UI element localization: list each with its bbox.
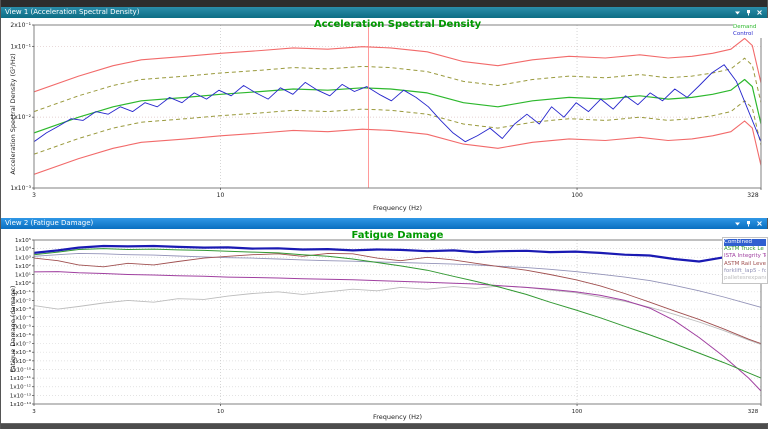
y-tick-label: 1x10⁻³ (10, 185, 31, 192)
legend-item-combined[interactable]: Combined (724, 239, 766, 247)
y-tick-label: 1x10⁻⁶ (12, 332, 32, 339)
x-tick-label: 3 (32, 192, 36, 199)
pin-icon[interactable] (745, 220, 752, 227)
view1-controls (734, 9, 763, 16)
y-tick-label: 1x10⁻¹ (10, 43, 31, 50)
x-tick-label: 3 (32, 409, 36, 415)
y-tick-label: 1x10² (15, 263, 31, 270)
y-tick-label: 1x10⁵ (15, 237, 31, 244)
series-palletesrexpand (34, 285, 761, 345)
y-tick-label: 1x10⁻² (12, 297, 31, 304)
x-tick-label: 100 (571, 192, 583, 199)
series-combined (34, 244, 761, 272)
window-top-strip (1, 0, 767, 7)
menu-arrow-icon[interactable] (734, 9, 741, 16)
x-tick-label: 10 (217, 192, 225, 199)
y-tick-label: 2x10⁻¹ (10, 22, 31, 29)
asd-plot-canvas[interactable]: 2x10⁻¹ 1x10⁻¹ 1x10⁻² 1x10⁻³3 10 100 328 (1, 18, 768, 218)
y-tick-label: 1x10⁻¹² (10, 384, 31, 391)
view2-titlebar[interactable]: View 2 (Fatigue Damage) (1, 218, 767, 229)
series-demand (34, 78, 761, 134)
plot-border (33, 239, 762, 405)
view1-titlebar[interactable]: View 1 (Acceleration Spectral Density) (1, 7, 767, 18)
fatigue-chart-panel: 1x10⁵ 1x10⁴ 1x10³ 1x10² 1x10¹ 1x10⁰ 1x10⁻¹ 1x10… (1, 229, 768, 423)
series-astm-truck-level (34, 248, 761, 379)
y-tick-label: 1x10⁻¹¹ (10, 375, 31, 382)
series-upperabort (34, 37, 761, 93)
legend-item-demand[interactable]: Demand (733, 24, 757, 30)
y-tick-label: 1x10⁻¹ (12, 289, 31, 296)
asd-legend: Demand Control (733, 24, 767, 38)
series-lowertolerance (34, 100, 761, 155)
y-tick-label: 1x10⁻² (10, 114, 31, 121)
y-tick-label: 1x10⁴ (15, 246, 32, 253)
y-tick-label: 1x10⁻⁸ (12, 349, 32, 356)
series-uppertolerance (34, 57, 761, 113)
y-tick-label: 1x10⁻⁴ (12, 315, 32, 322)
x-tick-label: 10 (217, 409, 224, 415)
y-tick-label: 1x10⁻¹³ (10, 392, 31, 399)
legend-item-control[interactable]: Control (733, 31, 753, 37)
y-tick-label: 1x10⁻¹⁰ (10, 366, 32, 373)
y-tick-label: 1x10³ (15, 254, 31, 261)
y-tick-label: 1x10⁻⁵ (12, 323, 31, 330)
menu-arrow-icon[interactable] (734, 220, 741, 227)
legend-item-palletesrexpand[interactable]: palletesrexpand (724, 275, 766, 282)
legend-item-astm-rail-leve[interactable]: ASTM Rail Leve (724, 260, 766, 267)
series-forklift_lap5 (34, 252, 761, 308)
y-tick-label: 1x10¹ (15, 272, 31, 279)
y-tick-label: 1x10⁻¹⁴ (10, 401, 32, 408)
x-tick-label: 100 (572, 409, 583, 415)
series-astm-rail-level (34, 252, 761, 345)
y-tick-label: 1x10⁻³ (12, 306, 31, 313)
window-bottom-strip (1, 423, 767, 429)
x-tick-label: 328 (747, 192, 759, 199)
legend-item-forklift-lap5-fo[interactable]: forklift_lap5 - fo (724, 267, 766, 274)
fatigue-plot-canvas[interactable]: 1x10⁵1x10⁴1x10³1x10²1x10¹1x10⁰1x10⁻¹1x10… (1, 229, 768, 423)
asd-chart-panel: 2x10⁻¹ 1x10⁻¹ 1x10⁻² 1x10⁻³ 3 10 100 328 Accele… (1, 18, 768, 218)
y-tick-label: 1x10⁻⁹ (12, 358, 31, 365)
pin-icon[interactable] (745, 9, 752, 16)
series-lowerabort (34, 120, 761, 175)
fatigue-legend: Combined ASTM Truck Le ISTA Integrity Te AS… (722, 237, 768, 285)
legend-item-astm-truck-le[interactable]: ASTM Truck Le (724, 246, 764, 253)
close-icon[interactable] (756, 9, 763, 16)
plot-border (33, 24, 762, 189)
series-control (34, 64, 761, 143)
y-tick-label: 1x10⁰ (15, 280, 32, 287)
view1-title: View 1 (Acceleration Spectral Density) (5, 8, 140, 16)
series-ista-integrity-test (34, 271, 761, 392)
close-icon[interactable] (756, 220, 763, 227)
legend-item-ista-integrity-te[interactable]: ISTA Integrity Te (724, 253, 766, 260)
view2-title: View 2 (Fatigue Damage) (5, 219, 94, 227)
y-tick-label: 1x10⁻⁷ (12, 341, 31, 348)
view2-controls (734, 220, 763, 227)
x-tick-label: 328 (748, 409, 759, 415)
